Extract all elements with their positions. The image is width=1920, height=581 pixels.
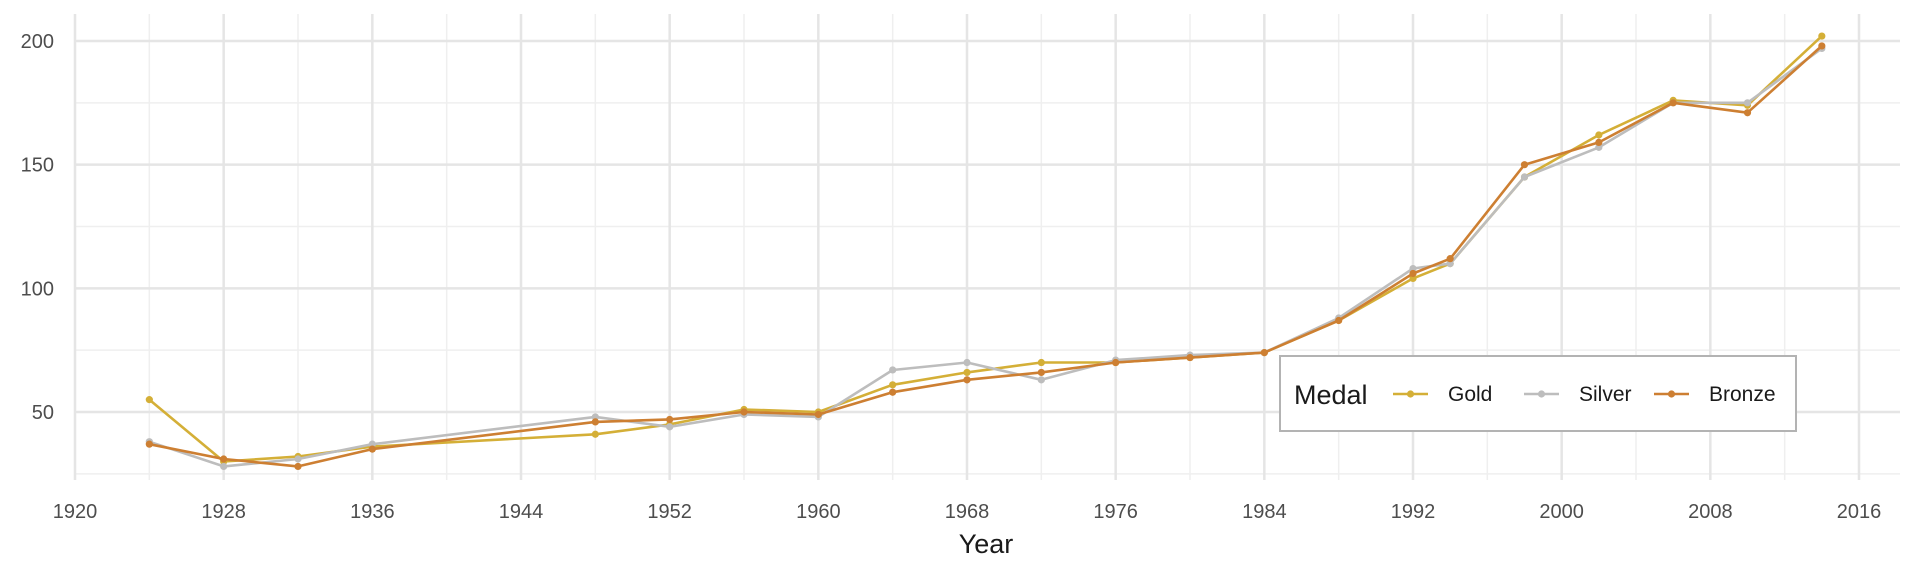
x-tick-label: 1960 [796, 501, 841, 523]
y-tick-label: 100 [21, 278, 54, 300]
legend-item-gold: Gold [1393, 383, 1492, 406]
legend-label: Silver [1579, 383, 1632, 406]
x-tick-label: 1952 [647, 501, 692, 523]
data-point [1409, 264, 1417, 273]
data-point [1595, 143, 1603, 151]
data-point [1595, 138, 1603, 147]
data-point [294, 462, 302, 471]
data-point [1409, 274, 1417, 283]
data-point [368, 440, 376, 448]
data-point [1037, 376, 1045, 384]
data-point [1037, 368, 1045, 377]
data-point [220, 462, 228, 471]
data-point [1186, 353, 1194, 362]
data-point [814, 410, 822, 419]
legend-key-point [1667, 390, 1676, 398]
data-point [1818, 32, 1826, 40]
x-tick-label: 1968 [945, 501, 990, 523]
data-point [368, 445, 376, 453]
x-tick-label: 1984 [1242, 501, 1287, 523]
data-point [889, 388, 897, 396]
legend-item-silver: Silver [1524, 383, 1632, 406]
data-point [1595, 131, 1603, 139]
data-point [740, 408, 748, 416]
x-tick-label: 2016 [1837, 501, 1882, 523]
data-point [220, 455, 228, 463]
data-point [1260, 349, 1268, 357]
y-tick-label: 150 [21, 155, 54, 177]
data-point [889, 381, 897, 389]
data-point [1743, 109, 1752, 117]
data-point [666, 415, 674, 424]
x-tick-label: 1976 [1093, 501, 1138, 523]
data-point [1446, 260, 1454, 268]
data-point [963, 376, 971, 384]
legend: Medal Gold Silver Bronze [1279, 355, 1797, 432]
data-point [145, 440, 153, 448]
data-point [591, 430, 599, 438]
x-tick-label: 1992 [1391, 501, 1436, 523]
x-tick-label: 1920 [53, 501, 98, 523]
data-point [666, 423, 674, 431]
x-tick-label: 1928 [201, 501, 246, 523]
legend-key-point [1537, 390, 1546, 398]
data-point [294, 455, 302, 463]
data-point [1409, 269, 1417, 278]
data-point [963, 368, 971, 377]
data-point [145, 396, 153, 404]
x-tick-label: 1944 [499, 501, 544, 523]
legend-title: Medal [1294, 380, 1368, 410]
data-point [963, 358, 971, 367]
data-point [591, 418, 599, 426]
data-point [889, 366, 897, 374]
tick-labels: 1920 1928 1936 1944 1952 1960 1968 1976 1984 1992… [21, 31, 1882, 523]
data-point [591, 413, 599, 421]
x-axis-label: Year [959, 529, 1014, 559]
x-tick-label: 2008 [1688, 501, 1733, 523]
legend-key-point [1406, 390, 1415, 398]
legend-label: Gold [1448, 383, 1492, 406]
series-lines [145, 32, 1826, 471]
x-tick-label: 2000 [1539, 501, 1584, 523]
series-bronze [145, 42, 1826, 471]
y-tick-label: 200 [21, 31, 54, 53]
series-line-silver [148, 47, 1823, 468]
data-point [1037, 358, 1045, 367]
x-tick-label: 1936 [350, 501, 395, 523]
data-point [1335, 316, 1343, 325]
legend-item-bronze: Bronze [1654, 383, 1776, 406]
data-point [1669, 99, 1677, 107]
data-point [1743, 99, 1752, 107]
data-point [1112, 358, 1120, 367]
legend-box [1279, 355, 1797, 432]
grid [73, 14, 1900, 480]
data-point [1520, 173, 1529, 181]
legend-label: Bronze [1709, 383, 1776, 406]
series-line-gold [148, 35, 1823, 463]
series-line-bronze [149, 44, 1823, 468]
data-point [1446, 255, 1454, 263]
data-point [1520, 161, 1529, 169]
y-tick-label: 50 [32, 402, 54, 424]
data-point [1818, 42, 1826, 50]
